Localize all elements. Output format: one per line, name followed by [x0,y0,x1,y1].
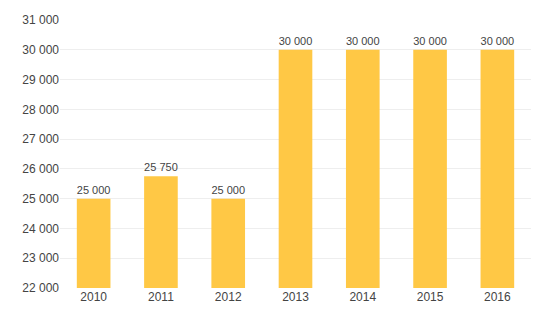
svg-text:30 000: 30 000 [346,35,380,47]
svg-text:25 000: 25 000 [22,192,59,206]
svg-text:26 000: 26 000 [22,162,59,176]
svg-text:27 000: 27 000 [22,132,59,146]
svg-text:25 750: 25 750 [144,161,178,173]
svg-text:25 000: 25 000 [77,184,111,196]
svg-text:24 000: 24 000 [22,222,59,236]
svg-text:2014: 2014 [349,290,376,304]
svg-text:30 000: 30 000 [279,35,313,47]
svg-text:22 000: 22 000 [22,281,59,295]
svg-text:2012: 2012 [215,290,242,304]
svg-text:2011: 2011 [148,290,174,304]
svg-text:28 000: 28 000 [22,103,59,117]
svg-text:25 000: 25 000 [211,184,245,196]
svg-text:30 000: 30 000 [22,43,59,57]
svg-text:23 000: 23 000 [22,251,59,265]
svg-text:29 000: 29 000 [22,73,59,87]
svg-text:30 000: 30 000 [413,35,447,47]
svg-text:2010: 2010 [80,290,107,304]
svg-text:2013: 2013 [282,290,309,304]
svg-text:31 000: 31 000 [22,13,59,27]
svg-text:30 000: 30 000 [481,35,515,47]
svg-text:2015: 2015 [417,290,444,304]
svg-text:2016: 2016 [484,290,511,304]
